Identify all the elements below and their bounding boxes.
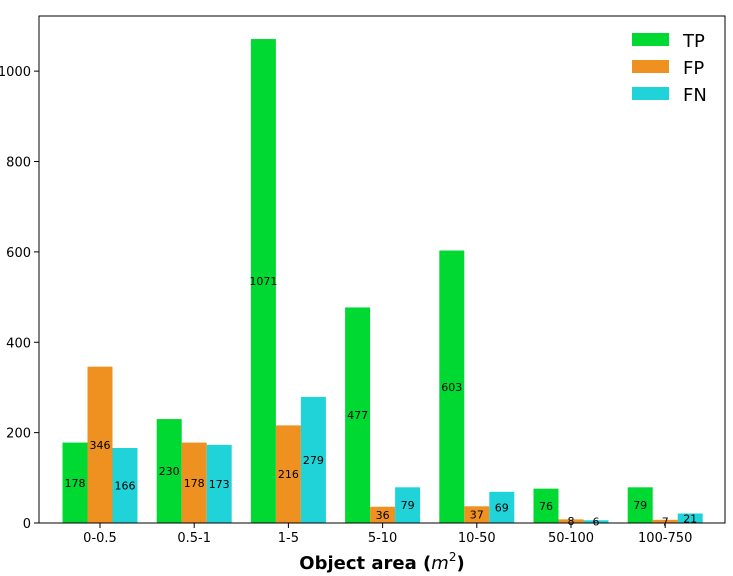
bar-value-label: 166 <box>115 479 136 492</box>
x-tick-label: 1-5 <box>278 531 299 546</box>
y-tick-label: 600 <box>6 246 31 261</box>
bar-fp-0.5-1 <box>181 442 207 523</box>
legend-swatch-fn <box>632 87 669 100</box>
bar-value-label: 79 <box>401 499 415 512</box>
bar-value-label: 603 <box>441 381 462 394</box>
bar-value-label: 279 <box>303 454 324 467</box>
bar-fp-5-10 <box>370 506 396 523</box>
x-axis-title-main: Object area ( <box>299 553 431 574</box>
bar-value-label: 173 <box>209 478 230 491</box>
bar-value-label: 1071 <box>249 275 277 288</box>
y-tick-label: 800 <box>6 156 31 171</box>
x-tick-label: 0-0.5 <box>83 531 117 546</box>
legend-label-tp: TP <box>682 31 705 52</box>
legend-swatch-tp <box>632 33 669 46</box>
bar-value-label: 346 <box>90 439 111 452</box>
y-tick-label: 0 <box>23 517 31 532</box>
legend-swatch-fp <box>632 60 669 73</box>
bar-value-label: 6 <box>593 516 600 529</box>
bar-value-label: 79 <box>633 499 647 512</box>
x-tick-label: 100-750 <box>638 531 692 546</box>
legend-label-fp: FP <box>683 58 704 79</box>
bar-value-label: 36 <box>376 509 390 522</box>
bar-fp-0-0.5 <box>87 366 113 523</box>
x-axis-title-var: m <box>431 553 449 574</box>
y-axis: 0 200 400 600 800 1000 <box>0 65 39 532</box>
bar-value-label: 178 <box>184 477 205 490</box>
bar-value-label: 477 <box>347 409 368 422</box>
legend: TP FP FN <box>632 31 707 106</box>
bar-tp-0-0.5 <box>62 442 88 523</box>
y-tick-label: 400 <box>6 336 31 351</box>
x-tick-label: 10-50 <box>458 531 496 546</box>
x-axis-title-close: ) <box>456 553 464 574</box>
bar-fp-10-50 <box>464 506 490 523</box>
y-tick-label: 200 <box>6 427 31 442</box>
x-tick-label: 0.5-1 <box>177 531 211 546</box>
legend-label-fn: FN <box>683 85 707 106</box>
bar-fn-10-50 <box>489 491 515 523</box>
bar-value-label: 216 <box>278 468 299 481</box>
plot-frame <box>38 15 726 524</box>
bar-fp-50-100 <box>558 519 584 523</box>
bar-fn-1-5 <box>300 396 326 523</box>
x-axis-title: Object area (m2) <box>299 550 464 574</box>
bar-value-label: 69 <box>495 501 509 514</box>
bar-fn-0-0.5 <box>112 447 138 523</box>
bar-tp-50-100 <box>533 488 559 523</box>
bar-tp-0.5-1 <box>156 419 182 523</box>
bar-fn-100-750 <box>677 513 703 523</box>
x-axis-title-sup: 2 <box>449 550 457 564</box>
bar-tp-5-10 <box>345 307 371 523</box>
bars-group <box>62 39 703 523</box>
bar-value-label: 178 <box>65 477 86 490</box>
bar-value-label: 8 <box>568 515 575 528</box>
x-tick-label: 50-100 <box>548 531 594 546</box>
bar-value-label: 37 <box>470 509 484 522</box>
bar-fn-50-100 <box>583 520 609 523</box>
x-axis: 0-0.5 0.5-1 1-5 5-10 10-50 50-100 100-750 <box>83 523 692 546</box>
bar-fn-5-10 <box>395 487 421 523</box>
x-tick-label: 5-10 <box>368 531 398 546</box>
bar-tp-1-5 <box>250 39 276 523</box>
bar-fp-100-750 <box>652 519 678 523</box>
bar-tp-100-750 <box>627 487 653 523</box>
bar-value-label: 230 <box>159 465 180 478</box>
bar-fn-0.5-1 <box>206 444 232 523</box>
bar-value-label: 21 <box>683 512 697 525</box>
bar-tp-10-50 <box>439 250 465 523</box>
bar-fp-1-5 <box>275 425 301 523</box>
bar-value-label: 7 <box>662 515 669 528</box>
y-tick-label: 1000 <box>0 65 31 80</box>
bar-value-label: 76 <box>539 500 553 513</box>
